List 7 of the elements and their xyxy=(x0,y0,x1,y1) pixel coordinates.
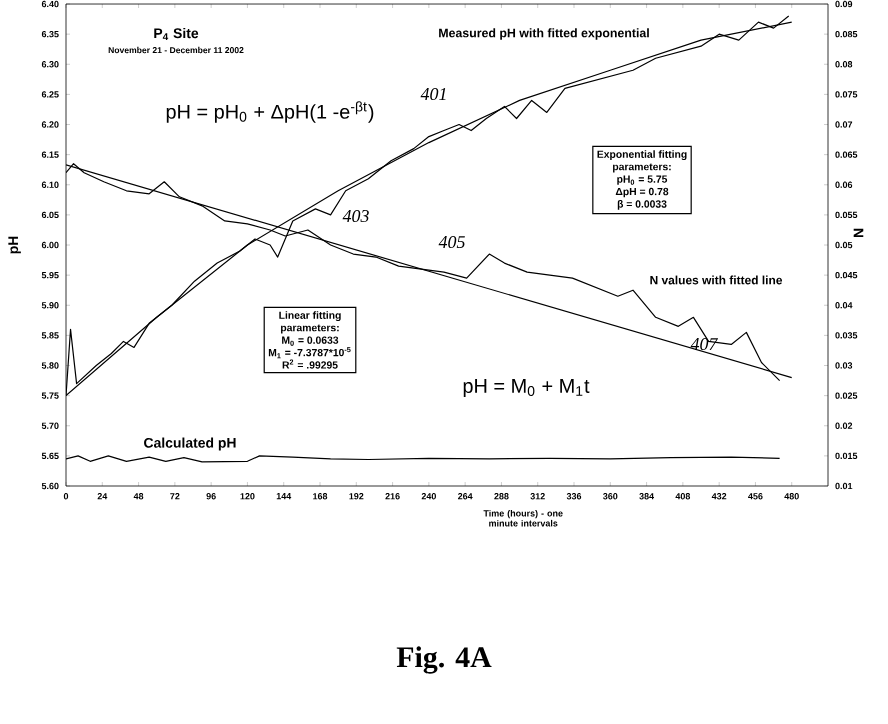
annotation: pH = pH$_{0}$ + ΔpH(1 -e$^{-βt}$) xyxy=(166,101,374,123)
annotation: 403 xyxy=(342,209,369,223)
annotation: pH = M$_{0}$ + M$_{1}$t xyxy=(463,379,590,397)
annotation: 401 xyxy=(420,87,446,101)
caption: Fig. 4A xyxy=(396,646,492,674)
annotation: 407 xyxy=(690,337,719,351)
annotation: 405 xyxy=(438,235,465,249)
